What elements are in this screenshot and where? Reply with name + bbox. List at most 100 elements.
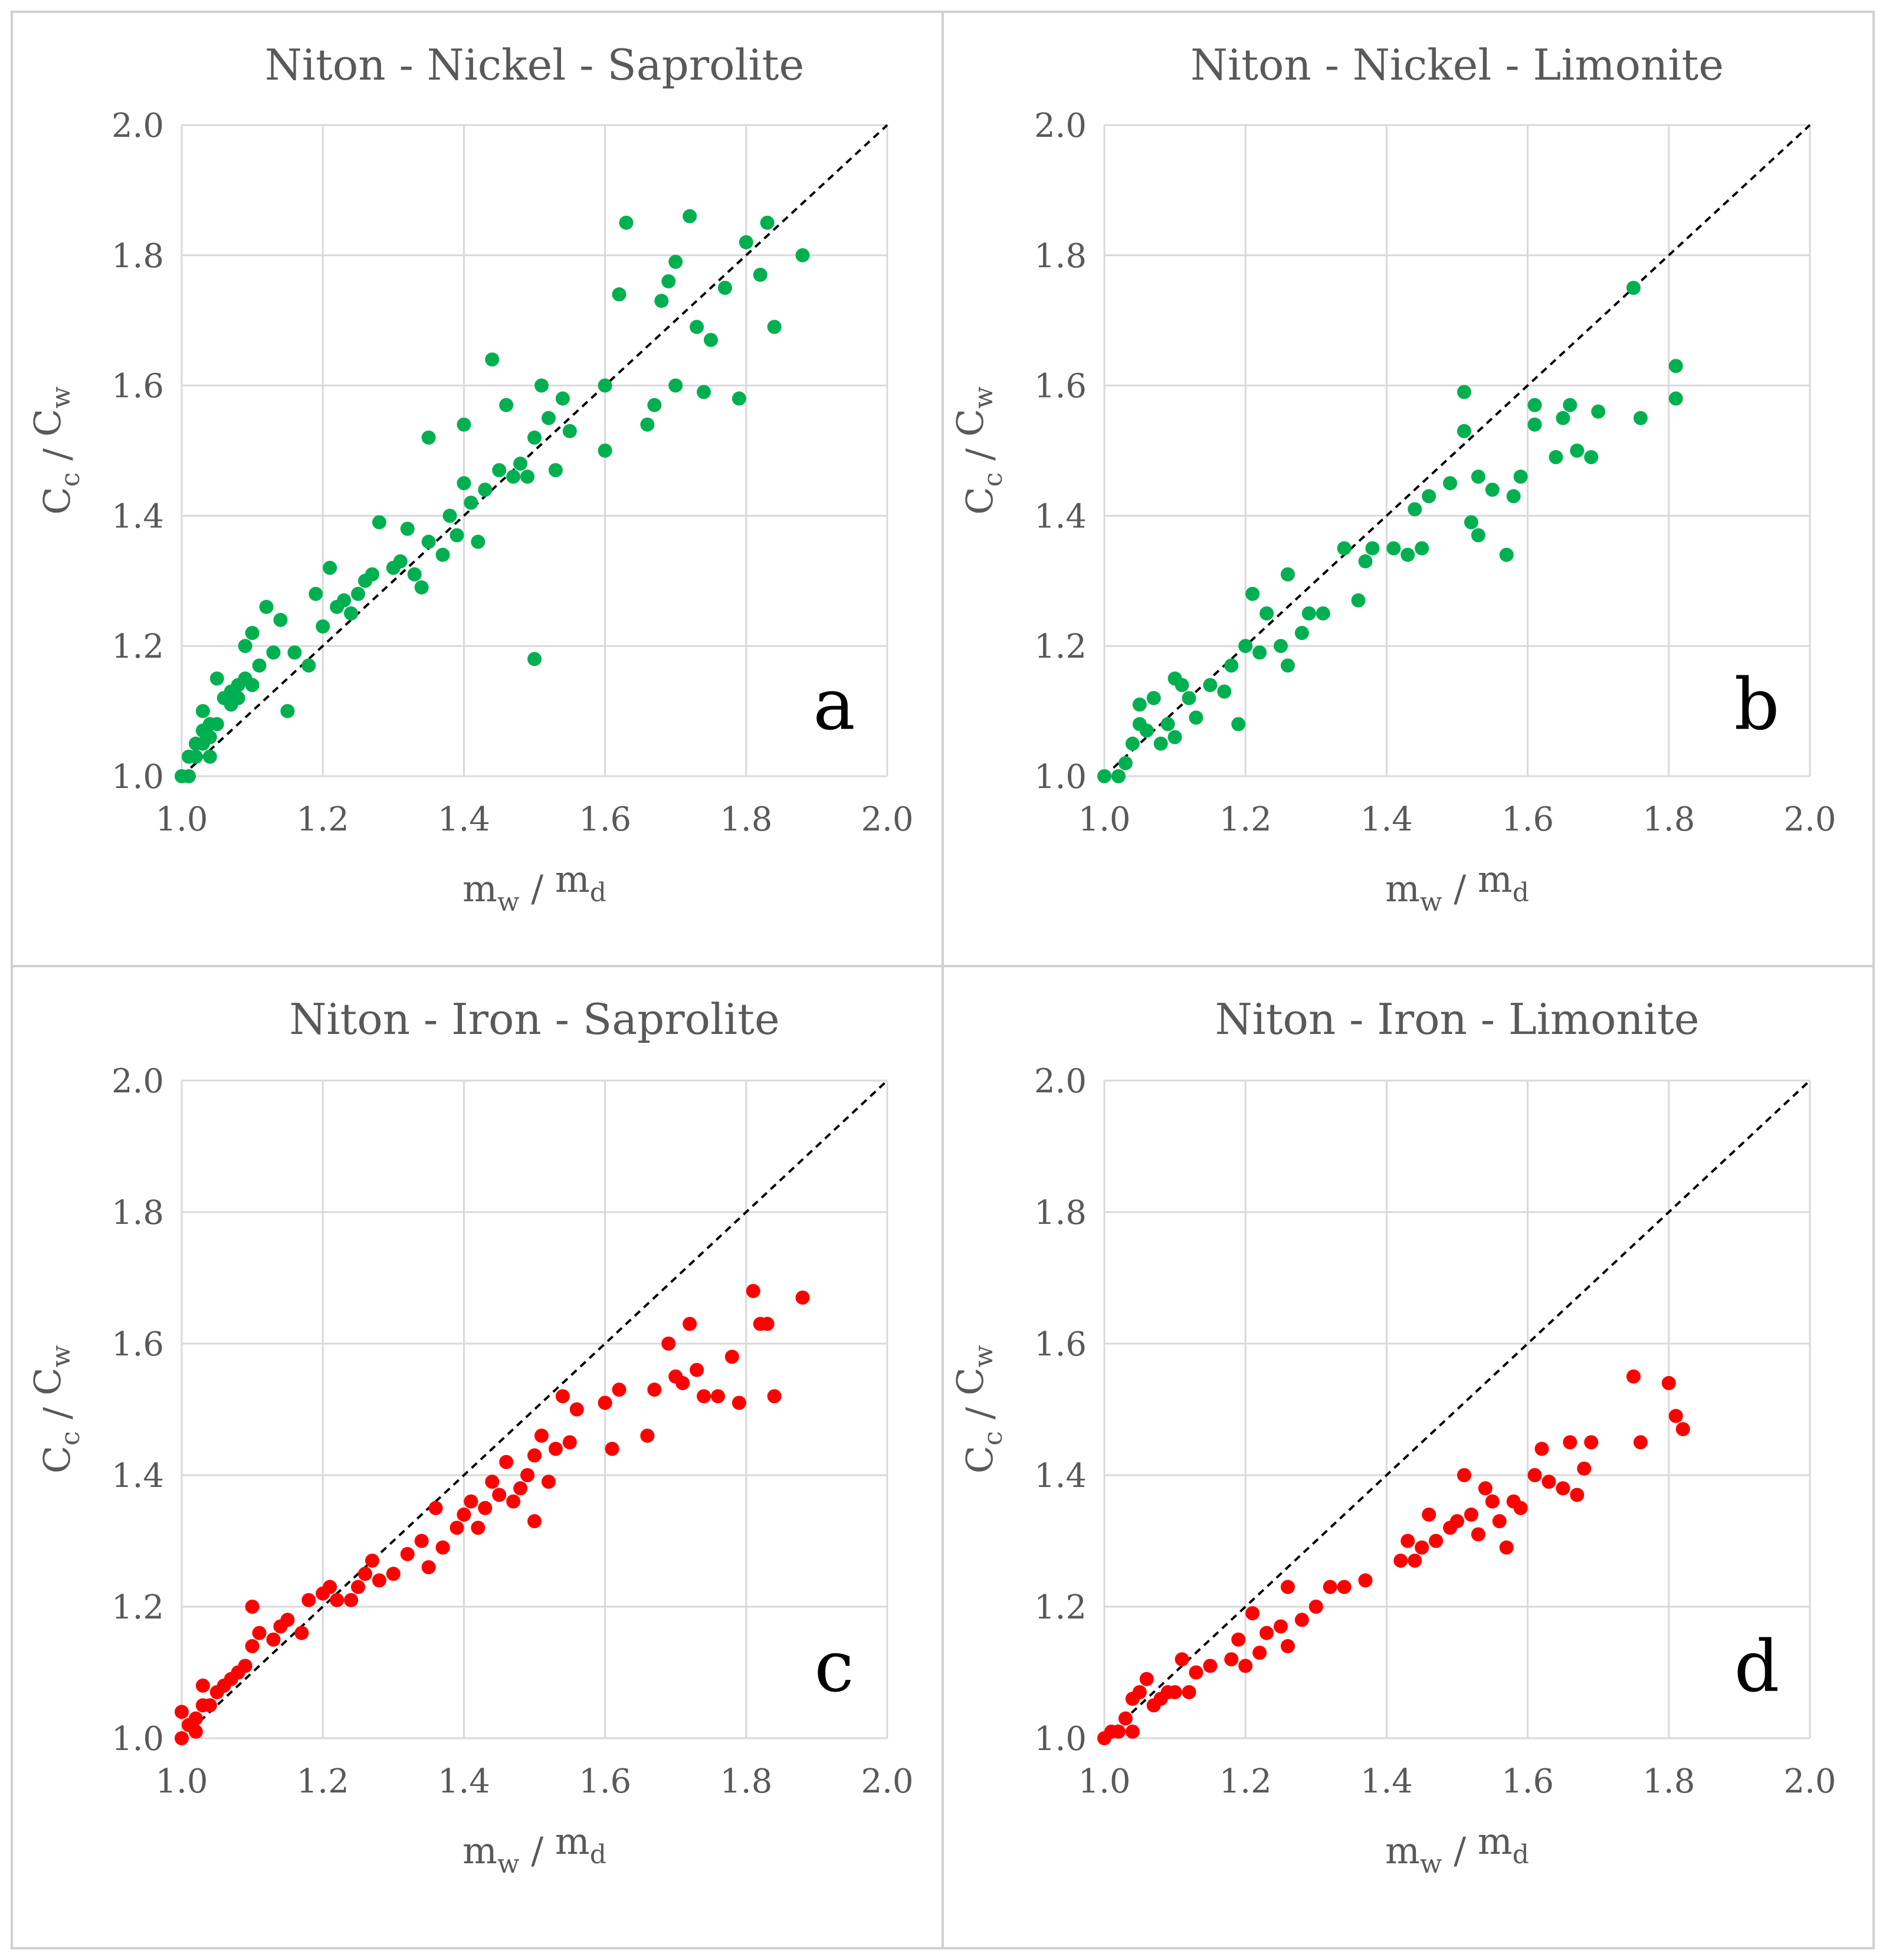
data-point <box>1337 1580 1352 1594</box>
data-point <box>697 385 711 399</box>
data-point <box>605 1442 619 1456</box>
data-point <box>1591 404 1606 419</box>
data-point <box>1146 691 1161 705</box>
data-point <box>1245 586 1260 601</box>
y-axis-label-subscript: w <box>46 386 76 409</box>
data-point <box>1316 606 1330 620</box>
data-point <box>527 1514 542 1529</box>
data-point <box>1280 658 1295 673</box>
data-point <box>527 652 542 667</box>
data-point <box>1393 1553 1408 1568</box>
data-point <box>175 1731 189 1745</box>
data-point <box>1337 541 1352 556</box>
y-tick-label: 1.0 <box>1034 1720 1087 1758</box>
data-point <box>1252 1646 1267 1660</box>
data-point <box>1217 684 1232 699</box>
data-point <box>372 1573 386 1588</box>
data-point <box>1245 1606 1260 1621</box>
data-point <box>753 267 767 282</box>
x-axis-label-subscript: d <box>1513 878 1529 908</box>
x-axis-label-part: m <box>1478 858 1513 901</box>
x-tick-label: 2.0 <box>1783 1762 1836 1801</box>
x-axis-label-part: / <box>520 1829 555 1872</box>
data-point <box>732 1396 746 1410</box>
y-axis-label-subscript: w <box>969 1345 999 1367</box>
data-point <box>704 333 718 347</box>
data-point <box>1577 1461 1592 1476</box>
data-point <box>1400 1534 1415 1548</box>
data-point <box>1499 1540 1514 1555</box>
data-point <box>357 1567 372 1581</box>
x-axis-label: mw / md <box>1385 1820 1529 1879</box>
y-axis-label-part: / <box>958 436 1001 472</box>
data-point <box>195 704 210 718</box>
y-tick-label: 1.6 <box>111 367 164 406</box>
data-point <box>1527 1468 1542 1482</box>
data-point <box>1231 1632 1246 1647</box>
data-point <box>1429 1534 1444 1548</box>
data-point <box>344 1593 359 1607</box>
x-tick-label: 1.0 <box>155 800 208 839</box>
x-tick-label: 1.0 <box>155 1762 208 1801</box>
x-tick-label: 1.0 <box>1078 800 1130 839</box>
data-point <box>499 398 514 412</box>
data-point <box>661 1337 676 1351</box>
x-axis-label-subscript: w <box>497 1849 520 1879</box>
data-point <box>1259 1626 1274 1640</box>
data-point <box>1400 547 1415 562</box>
data-point <box>442 508 457 523</box>
x-tick-label: 2.0 <box>861 1762 913 1801</box>
data-point <box>252 658 267 673</box>
data-point <box>301 1593 316 1607</box>
data-point <box>245 1600 260 1614</box>
data-point <box>527 430 542 445</box>
panel-border <box>11 11 944 967</box>
data-point <box>238 639 252 654</box>
data-point <box>1408 502 1422 517</box>
y-tick-label: 1.2 <box>111 1588 164 1627</box>
x-axis-label-part: m <box>1385 1829 1420 1872</box>
data-point <box>1294 626 1309 641</box>
x-tick-label: 2.0 <box>1783 800 1836 839</box>
data-point <box>266 1632 281 1647</box>
data-point <box>1563 398 1577 412</box>
y-tick-label: 2.0 <box>1034 1062 1087 1101</box>
data-point <box>1259 606 1274 620</box>
chart-title: Niton - Nickel - Limonite <box>1190 40 1724 90</box>
data-point <box>1415 1540 1429 1555</box>
data-point <box>435 1540 450 1555</box>
x-tick-label: 1.8 <box>1642 1762 1695 1801</box>
data-point <box>1274 1619 1288 1634</box>
y-axis-label-subscript: c <box>55 472 86 487</box>
data-point <box>457 1507 471 1522</box>
data-point <box>485 352 500 367</box>
y-tick-label: 1.4 <box>111 497 164 536</box>
data-point <box>280 704 295 718</box>
chart-title: Niton - Nickel - Saprolite <box>265 40 804 90</box>
data-point <box>1280 1639 1295 1653</box>
data-point <box>266 645 281 660</box>
data-point <box>287 645 302 660</box>
data-point <box>499 1455 514 1469</box>
x-axis-label-part: m <box>1385 867 1420 910</box>
data-point <box>1167 1685 1182 1699</box>
data-point <box>1668 1409 1683 1423</box>
data-point <box>548 463 563 478</box>
data-point <box>683 209 697 224</box>
data-point <box>1661 1375 1676 1390</box>
x-tick-label: 1.2 <box>297 1762 349 1801</box>
x-axis-label-subscript: d <box>1513 1840 1529 1870</box>
data-point <box>195 1678 210 1693</box>
y-tick-label: 1.0 <box>111 1720 164 1758</box>
data-point <box>1238 639 1253 654</box>
data-point <box>1450 1514 1464 1529</box>
data-point <box>1139 723 1154 738</box>
data-point <box>245 626 260 641</box>
x-axis-label-subscript: w <box>497 887 520 917</box>
data-point <box>414 580 429 595</box>
data-point <box>386 1567 401 1581</box>
y-axis-label: Cc / Cw <box>949 1345 1008 1473</box>
data-point <box>520 1468 535 1482</box>
data-point <box>1471 528 1485 543</box>
